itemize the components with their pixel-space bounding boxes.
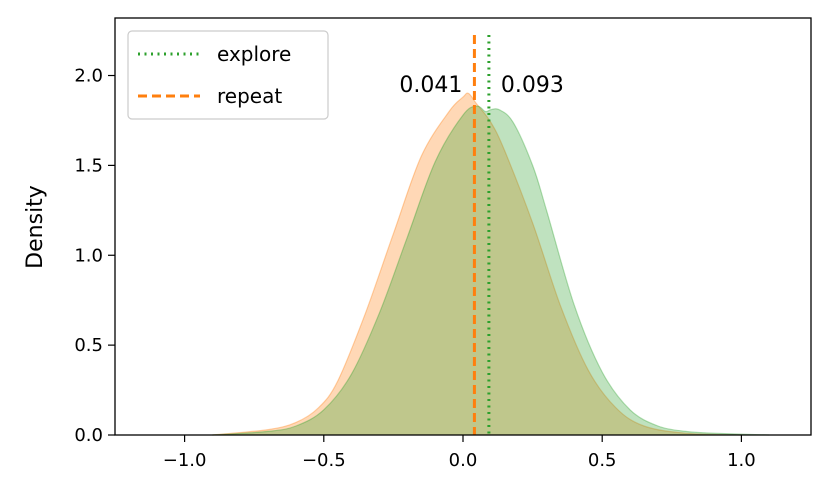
density-areas: [212, 92, 770, 436]
y-tick-label: 0.0: [74, 425, 103, 446]
y-tick-label: 1.5: [74, 155, 103, 176]
y-axis-title: Density: [23, 185, 48, 269]
density-curve-explore: [212, 105, 770, 436]
x-tick-label: 0.0: [449, 450, 478, 471]
legend-label-explore: explore: [217, 42, 291, 66]
density-area-repeat: [212, 93, 742, 436]
x-tick-label: 1.0: [727, 450, 756, 471]
y-axis: 0.0 0.5 1.0 1.5 2.0: [74, 66, 115, 446]
x-tick-label: −1.0: [163, 450, 207, 471]
x-tick-label: 0.5: [588, 450, 617, 471]
mean-label-repeat: 0.041: [399, 73, 462, 98]
density-curve-repeat: [212, 92, 742, 436]
legend-label-repeat: repeat: [217, 84, 282, 108]
y-tick-label: 0.5: [74, 335, 103, 356]
mean-label-explore: 0.093: [501, 73, 564, 98]
mean-labels: 0.093 0.041: [399, 73, 563, 98]
y-tick-label: 2.0: [74, 66, 103, 87]
x-axis: −1.0 −0.5 0.0 0.5 1.0: [163, 435, 756, 471]
density-area-explore: [212, 106, 770, 435]
legend: explore repeat: [127, 30, 329, 120]
x-tick-label: −0.5: [302, 450, 346, 471]
mean-lines: [472, 35, 491, 435]
y-tick-label: 1.0: [74, 245, 103, 266]
